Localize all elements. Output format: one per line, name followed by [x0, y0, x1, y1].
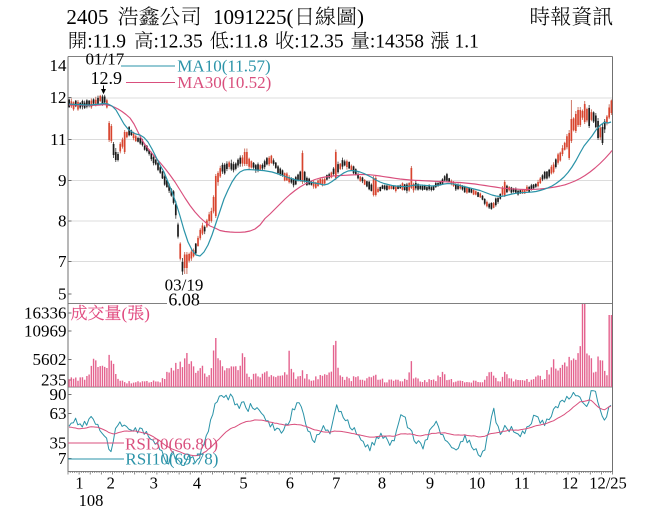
svg-text:1.1: 1.1	[455, 32, 479, 53]
svg-text:16336: 16336	[24, 304, 67, 323]
svg-text:90: 90	[50, 385, 67, 404]
svg-text:7: 7	[58, 252, 67, 271]
svg-text:10: 10	[469, 474, 486, 493]
svg-text:7: 7	[332, 474, 340, 493]
svg-text:12/25: 12/25	[589, 474, 627, 493]
svg-text:12: 12	[562, 474, 579, 493]
svg-text:01/17: 01/17	[86, 50, 125, 69]
svg-text:1: 1	[75, 474, 83, 493]
svg-text:9: 9	[426, 474, 434, 493]
svg-text::12.35: :12.35	[294, 32, 343, 53]
svg-text::12.35: :12.35	[154, 32, 203, 53]
svg-text:): )	[144, 304, 150, 323]
svg-text:03/19: 03/19	[165, 276, 204, 295]
svg-text:108: 108	[79, 491, 104, 510]
svg-text:5: 5	[58, 285, 67, 304]
svg-text:7: 7	[58, 449, 67, 468]
svg-text:10969: 10969	[24, 322, 67, 341]
svg-text:12: 12	[50, 88, 67, 107]
svg-text:5602: 5602	[33, 350, 67, 369]
svg-text:RSI10(69.78): RSI10(69.78)	[125, 450, 218, 469]
svg-text:(: (	[122, 304, 128, 323]
svg-text:1091225(: 1091225(	[213, 5, 294, 29]
svg-text::11.8: :11.8	[229, 32, 268, 53]
svg-text:11: 11	[50, 130, 66, 149]
svg-text:5: 5	[239, 474, 247, 493]
svg-text:3: 3	[150, 474, 158, 493]
svg-text:2: 2	[107, 474, 115, 493]
svg-text:8: 8	[378, 474, 386, 493]
svg-text:): )	[357, 5, 364, 29]
svg-text:35: 35	[50, 434, 67, 453]
svg-text:MA30(10.52): MA30(10.52)	[177, 73, 271, 92]
svg-text:63: 63	[50, 404, 67, 423]
svg-text:4: 4	[193, 474, 201, 493]
svg-text:235: 235	[41, 371, 67, 390]
svg-text::14358: :14358	[370, 32, 424, 53]
svg-text:8: 8	[58, 212, 67, 231]
svg-text:11: 11	[514, 474, 530, 493]
svg-text:12.9: 12.9	[91, 68, 123, 88]
svg-text:6: 6	[286, 474, 294, 493]
svg-text:2405: 2405	[66, 5, 108, 29]
svg-text:9: 9	[58, 171, 67, 190]
svg-text::11.9: :11.9	[87, 32, 126, 53]
svg-text:6.08: 6.08	[168, 290, 200, 310]
svg-text:RSI30(66.80): RSI30(66.80)	[125, 435, 218, 454]
svg-text:14: 14	[50, 56, 68, 75]
svg-text:MA10(11.57): MA10(11.57)	[177, 57, 270, 76]
